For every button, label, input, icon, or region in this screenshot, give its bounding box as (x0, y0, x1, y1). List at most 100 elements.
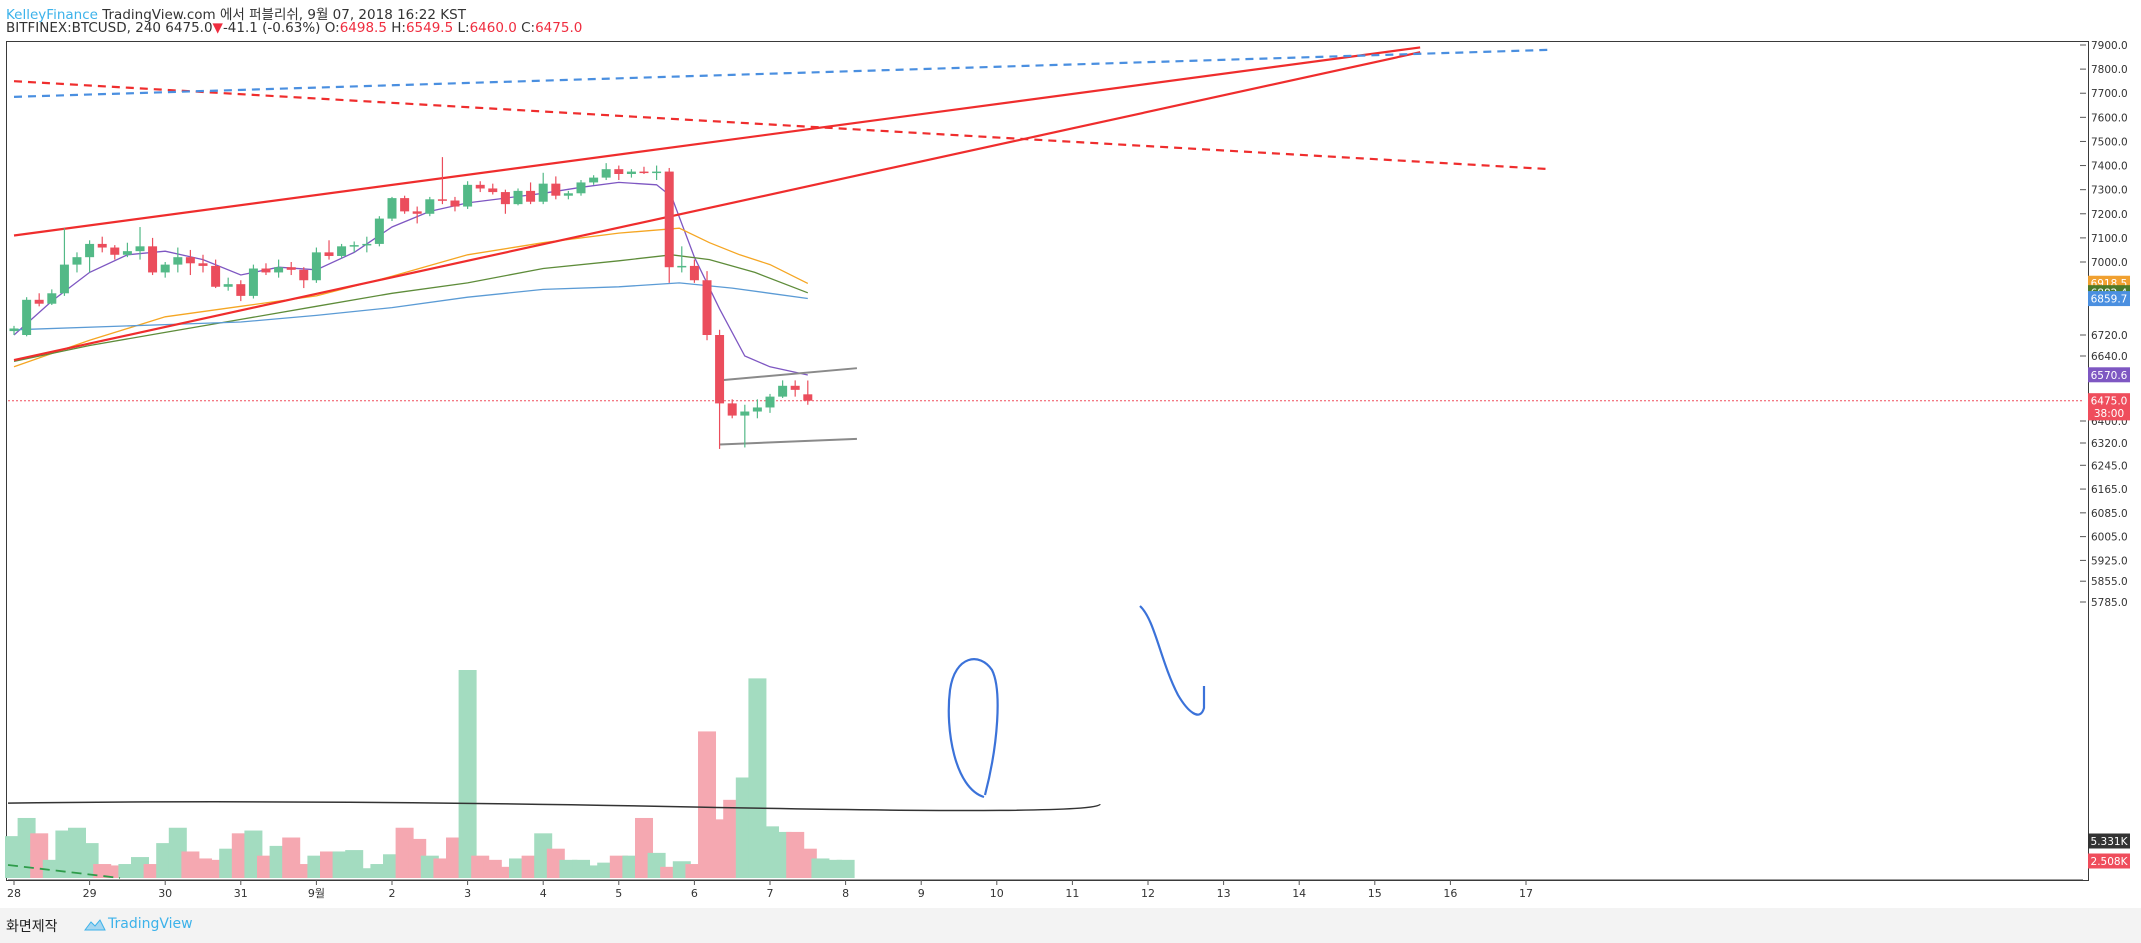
x-tick-label: 8 (842, 887, 849, 900)
y-tick-label: 7600.0 (2091, 112, 2128, 124)
y-tick-label: 7400.0 (2091, 161, 2128, 173)
x-tick-label: 2 (389, 887, 396, 900)
y-tick-label: 6085.0 (2091, 508, 2128, 520)
x-tick-label: 11 (1065, 887, 1079, 900)
x-tick-label: 30 (158, 887, 172, 900)
candle-body (72, 257, 82, 265)
y-tick-label: 7800.0 (2091, 64, 2128, 76)
candle-body (85, 243, 95, 258)
candle-body (387, 198, 397, 219)
x-tick-label: 14 (1292, 887, 1306, 900)
y-tick-label: 5855.0 (2091, 576, 2128, 588)
x-tick-label: 6 (691, 887, 698, 900)
y-tick-label: 7000.0 (2091, 257, 2128, 269)
candle-body (752, 407, 762, 412)
snapshot-label: 화면제작 (6, 919, 58, 935)
candle-body (34, 299, 44, 304)
close-value: 6475.0 (535, 20, 583, 36)
trendline-upper-channel (13, 46, 1421, 237)
candle-body (639, 171, 649, 174)
open-label: O: (324, 20, 340, 36)
price-label-box (2088, 367, 2130, 383)
drop-arrow-annotation (1139, 605, 1206, 716)
price-change: -41.1 (-0.63%) (222, 20, 321, 36)
moving-averages (13, 181, 809, 376)
y-tick-label: 6245.0 (2091, 460, 2128, 472)
volume-label-text: 5.331K (2091, 836, 2129, 848)
price-label-box (2088, 291, 2130, 307)
candle-body (450, 200, 460, 207)
candle-body (349, 245, 359, 247)
x-tick-label: 9 (918, 887, 925, 900)
candle-body (261, 268, 271, 273)
ma-purple (13, 181, 808, 376)
volume-bar (496, 866, 515, 878)
candle-body (412, 211, 422, 214)
volume-label-box (2088, 833, 2130, 849)
candle-body (425, 199, 435, 214)
y-tick-label: 7100.0 (2091, 233, 2128, 245)
candle-body (463, 184, 473, 207)
x-tick-label: 29 (83, 887, 97, 900)
candle-body (173, 257, 183, 265)
x-tick-label: 3 (464, 887, 471, 900)
low-label: L: (457, 20, 470, 36)
y-tick-label: 7200.0 (2091, 209, 2128, 221)
candle-body (652, 171, 662, 174)
candle-body (500, 192, 510, 205)
x-tick-label: 13 (1217, 887, 1231, 900)
chart-publish-header: KelleyFinance TradingView.com 에서 퍼블리쉬, 9… (6, 3, 466, 23)
price-labels: 6918.56882.46859.76570.66475.038:005.331… (2088, 275, 2130, 869)
y-tick-label: 6005.0 (2091, 532, 2128, 544)
candle-body (437, 199, 447, 201)
candle-body (702, 280, 712, 335)
x-tick-label: 28 (7, 887, 21, 900)
candle-body (689, 265, 699, 281)
candle-body (601, 169, 611, 178)
price-label-box (2088, 405, 2130, 421)
volume-circle-annotation (947, 658, 999, 799)
author-name[interactable]: KelleyFinance (6, 7, 98, 23)
y-tick-label: 5785.0 (2091, 597, 2128, 609)
candle-body (526, 190, 536, 202)
candle-body (362, 243, 372, 246)
trendlines[interactable] (8, 46, 2083, 446)
candle-body (576, 182, 586, 194)
candle-body (47, 293, 57, 304)
y-tick-label: 6640.0 (2091, 351, 2128, 363)
x-tick-label: 7 (767, 887, 774, 900)
volume-bar (357, 868, 376, 878)
x-tick-label: 17 (1519, 887, 1533, 900)
volume-bars (5, 670, 1101, 879)
candle-body (727, 403, 737, 416)
volume-bar (458, 670, 477, 878)
candle-body (374, 218, 384, 244)
volume-label-text: 2.508K (2091, 856, 2129, 868)
candle-body (400, 198, 410, 212)
x-axis: 28 29 30 31 9월 2 3 4 5 6 7 8 9 10 11 12 13 14 15 16 17 (7, 879, 2083, 900)
price-label-text: 6475.0 (2091, 396, 2128, 408)
candle-body (778, 385, 788, 397)
volume-label-box (2088, 853, 2130, 869)
candle-body (274, 267, 284, 273)
tradingview-link[interactable]: TradingView (108, 916, 193, 932)
high-label: H: (391, 20, 406, 36)
candle-body (488, 188, 498, 193)
candle-body (626, 171, 636, 174)
candle-body (122, 251, 132, 255)
candle-body (589, 177, 599, 183)
candle-body (59, 264, 69, 294)
trendline-lower-channel (13, 51, 1421, 362)
candle-body (135, 246, 145, 252)
candle-body (664, 171, 674, 268)
price-label-text: 6859.7 (2091, 294, 2128, 306)
candle-body (513, 190, 523, 205)
ma-blue (13, 282, 808, 331)
price-label-text: 38:00 (2094, 408, 2124, 420)
x-tick-label: 4 (540, 887, 547, 900)
close-label: C: (521, 20, 536, 36)
y-axis: 7900.0 7800.0 7700.0 7600.0 7500.0 7400.0 7300… (2080, 40, 2128, 609)
last-price: 6475.0 (165, 20, 213, 36)
trendline-red-dashed (13, 80, 1551, 171)
